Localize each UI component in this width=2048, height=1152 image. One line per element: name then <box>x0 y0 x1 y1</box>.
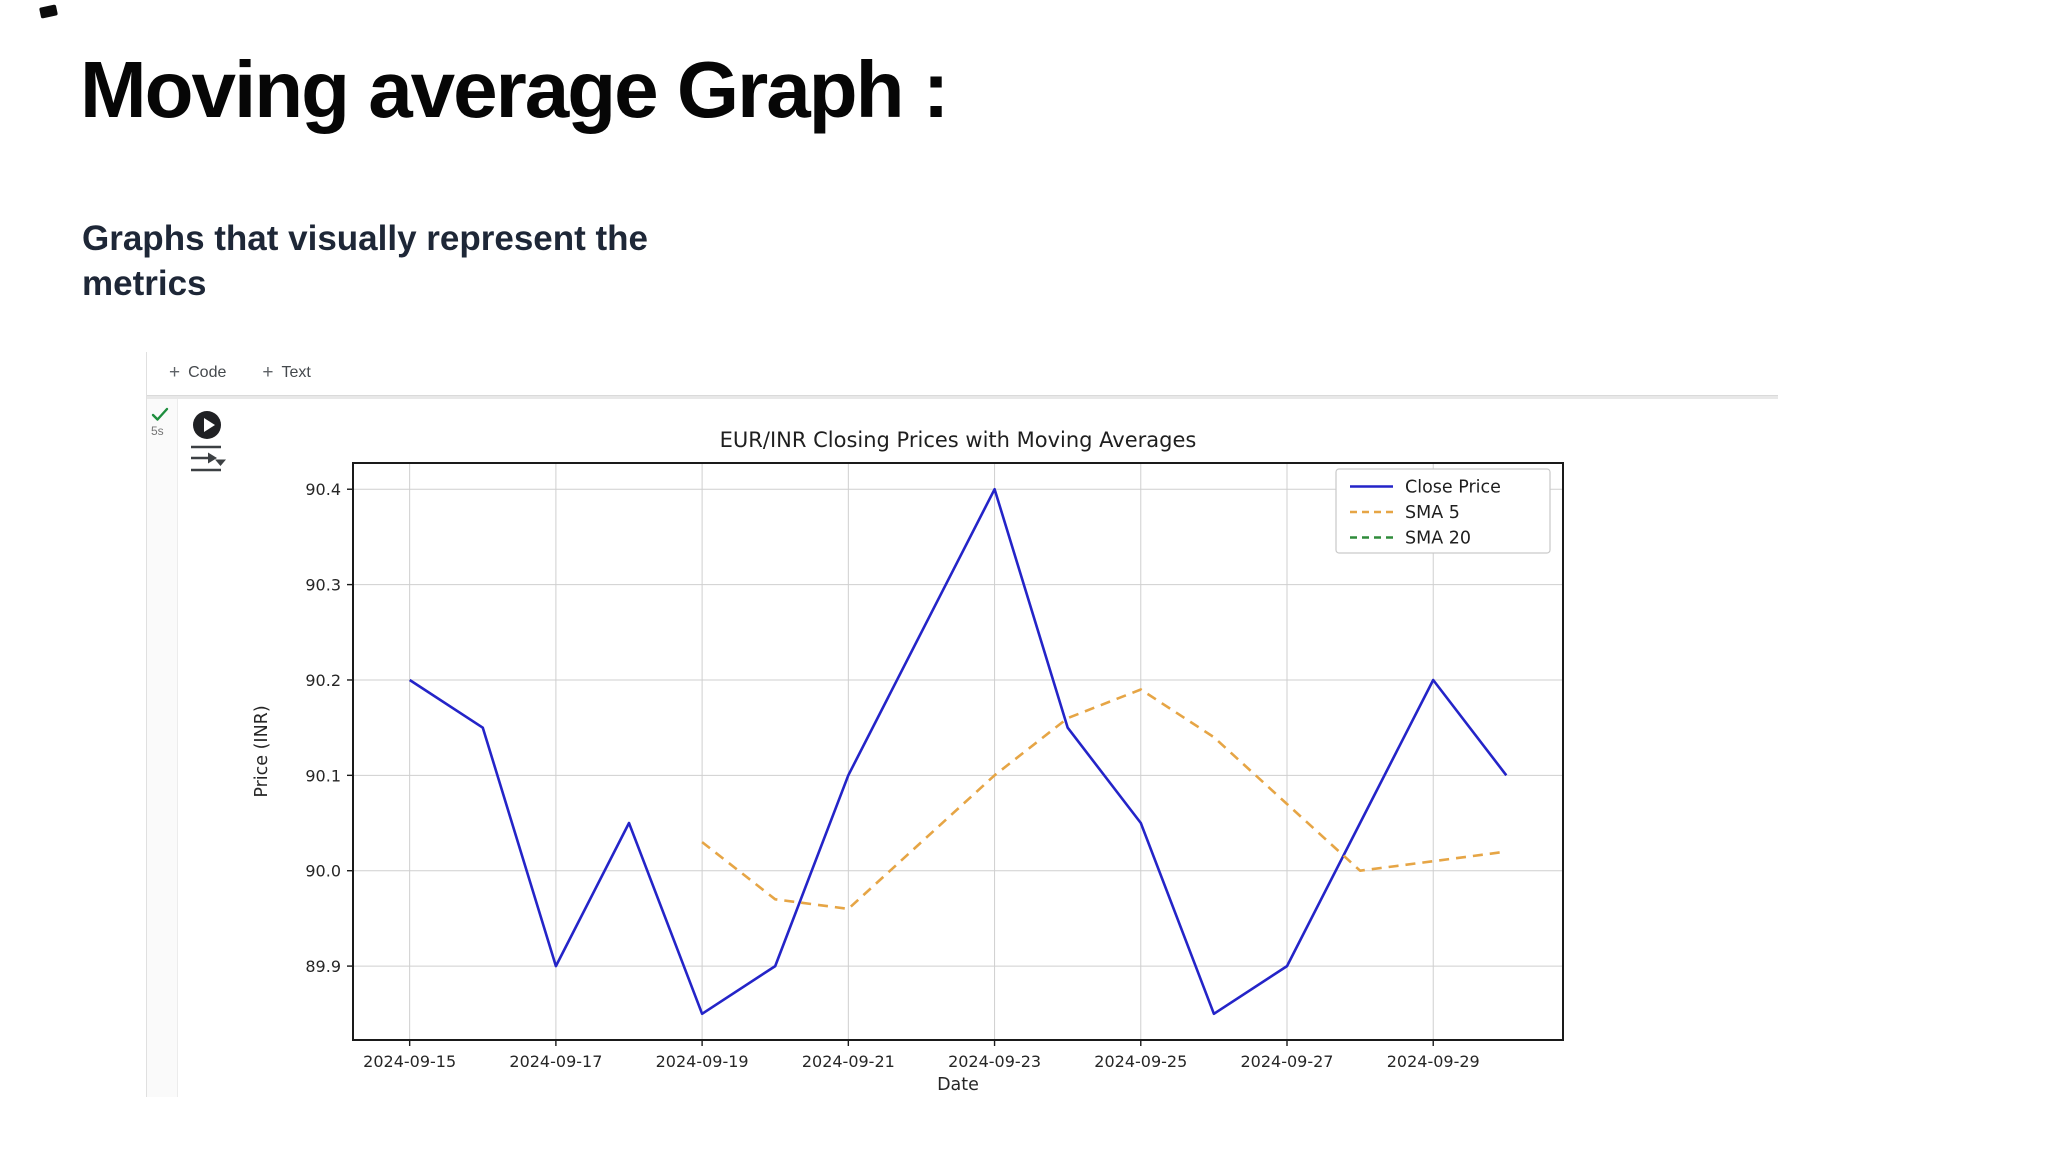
y-tick-label: 89.9 <box>305 957 341 976</box>
x-tick-label: 2024-09-17 <box>509 1052 602 1071</box>
chart-legend: Close Price SMA 5 SMA 20 <box>1335 468 1551 554</box>
x-tick-label: 2024-09-25 <box>1094 1052 1187 1071</box>
play-icon <box>204 418 215 432</box>
y-tick-label: 90.1 <box>305 766 341 785</box>
cell-gutter <box>147 398 178 1097</box>
add-text-button[interactable]: + Text <box>256 362 316 384</box>
toolbar-divider <box>147 395 1778 399</box>
x-tick-label: 2024-09-29 <box>1387 1052 1480 1071</box>
x-tick-label: 2024-09-27 <box>1241 1052 1334 1071</box>
add-text-label: Text <box>281 364 311 381</box>
y-tick-label: 90.2 <box>305 671 341 690</box>
corner-mark <box>39 4 58 19</box>
series-sma-5 <box>701 688 1507 911</box>
legend-label: SMA 20 <box>1405 529 1471 549</box>
redirect-output-icon <box>191 445 226 472</box>
x-tick-label: 2024-09-23 <box>948 1052 1041 1071</box>
page-subtitle-line1: Graphs that visually represent the <box>82 219 649 258</box>
add-code-label: Code <box>188 364 227 381</box>
series-close-price <box>408 487 1508 1016</box>
legend-label: Close Price <box>1405 478 1501 498</box>
notebook-toolbar: + Code + Text <box>163 352 317 394</box>
x-axis-label: Date <box>937 1075 979 1095</box>
add-code-button[interactable]: + Code <box>163 362 232 384</box>
plus-icon: + <box>169 362 181 383</box>
y-tick-label: 90.3 <box>305 576 341 595</box>
success-check-icon <box>151 407 169 421</box>
price-chart: 2024-09-15 2024-09-17 2024-09-19 2024-09-21… <box>252 428 1564 1095</box>
chart-title: EUR/INR Closing Prices with Moving Avera… <box>720 428 1197 452</box>
legend-label: SMA 5 <box>1405 503 1460 523</box>
page-title: Moving average Graph : <box>80 45 949 134</box>
execution-time: 5s <box>151 424 164 438</box>
x-tick-label: 2024-09-19 <box>656 1052 749 1071</box>
page-subtitle: Graphs that visually represent the metri… <box>82 216 648 306</box>
x-tick-label: 2024-09-21 <box>802 1052 895 1071</box>
y-tick-label: 90.0 <box>305 862 341 881</box>
cell-left-border <box>146 352 147 1097</box>
plus-icon: + <box>262 362 274 383</box>
page-subtitle-line2: metrics <box>82 264 207 303</box>
run-cell-button[interactable] <box>193 411 221 439</box>
y-tick-label: 90.4 <box>305 480 341 499</box>
y-axis-label: Price (INR) <box>252 705 272 797</box>
x-tick-label: 2024-09-15 <box>363 1052 456 1071</box>
cell-output-options-button[interactable] <box>189 444 227 473</box>
